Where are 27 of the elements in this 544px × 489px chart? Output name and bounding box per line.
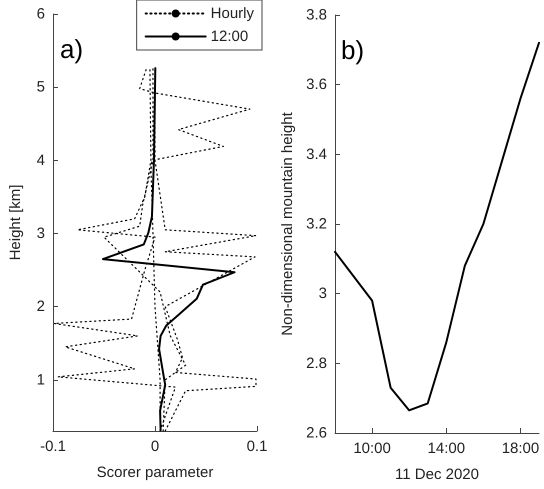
x-tick-label: 0.1 [246,438,268,455]
annotation: a) [60,34,84,64]
x-axis-title: Scorer parameter [96,464,214,481]
y-tick-label: 3.2 [306,216,327,232]
x-tick-label: -0.1 [40,438,66,455]
annotation: b) [341,35,364,65]
y-tick-label: 4 [36,152,45,169]
y-tick-label: 3 [36,224,45,242]
y-tick-label: 5 [36,78,45,96]
y-tick-label: 3.6 [306,76,327,94]
x-tick-label: 10:00 [353,440,391,457]
y-axis-title: Height [km] [7,184,24,260]
y-tick-label: 3 [318,285,327,302]
y-tick-label: 3.4 [306,146,327,163]
y-tick-label: 3.8 [306,6,327,24]
y-tick-label: 2 [36,298,45,316]
legend-label: 12:00 [210,28,248,45]
y-tick-label: 2.6 [306,424,327,442]
y-tick-label: 1 [36,371,45,388]
y-tick-label: 6 [36,6,45,22]
x-axis-title: 11 Dec 2020 [395,466,479,483]
x-tick-label: 18:00 [502,440,540,457]
x-tick-label: 14:00 [428,440,466,457]
legend-label: Hourly [210,5,254,22]
y-axis-title: Non-dimensional mountain height [279,111,296,336]
y-tick-label: 2.8 [306,354,327,372]
x-tick-label: 0 [150,438,160,455]
